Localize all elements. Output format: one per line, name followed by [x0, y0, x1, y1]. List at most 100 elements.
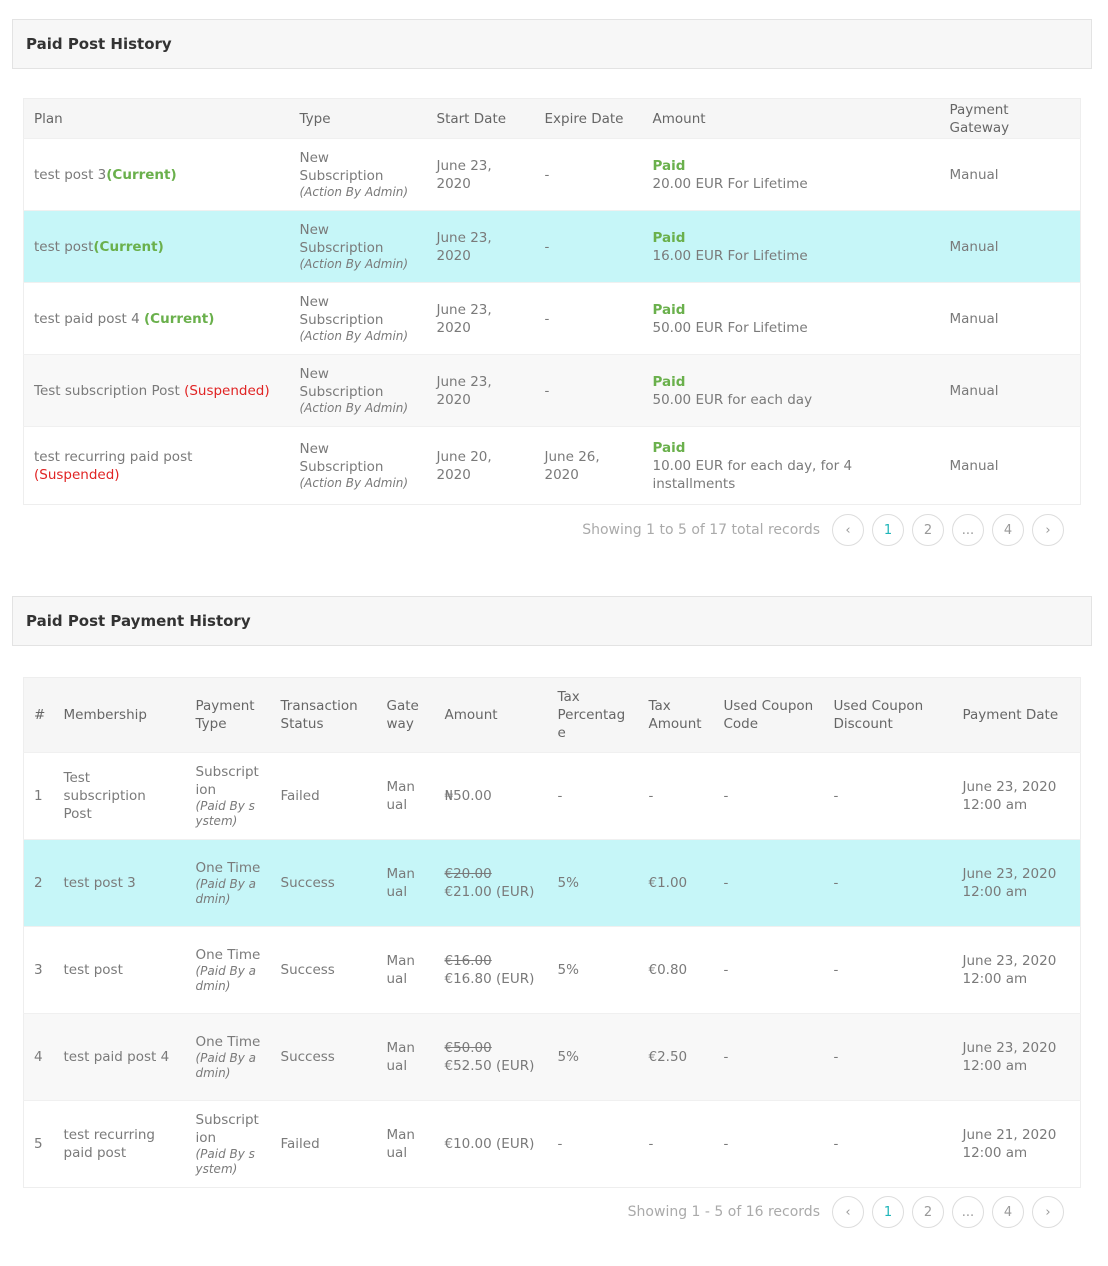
amount: €16.80 (EUR) [444, 971, 535, 987]
column-header: Used Coupon Discount [823, 677, 953, 753]
paid-status: Paid [652, 157, 686, 174]
paid-by: (Paid By admin) [195, 964, 257, 993]
page-button-ellipsis[interactable]: ... [952, 1196, 984, 1228]
payment-gateway: Manual [939, 138, 1081, 211]
paid-by: (Paid By system) [195, 1147, 255, 1176]
amount: 20.00 EUR For Lifetime [652, 175, 808, 192]
next-page-button[interactable]: › [1032, 514, 1064, 546]
page-button-1[interactable]: 1 [872, 1196, 904, 1228]
page-button-ellipsis[interactable]: ... [952, 514, 984, 546]
table-row: Test subscription Post (Suspended) New Su… [23, 354, 1081, 427]
gateway: Man ual [376, 839, 435, 927]
action-by: (Action By Admin) [299, 329, 409, 343]
page-button-4[interactable]: 4 [992, 1196, 1024, 1228]
tax-pct: 5% [547, 839, 639, 927]
amount-cell: €50.00 €52.50 (EUR) [434, 1013, 548, 1101]
plan-cell: Test subscription Post (Suspended) [23, 354, 290, 427]
discount: - [823, 839, 953, 927]
table-row: 4 test paid post 4 One Time (Paid By admin)… [23, 1013, 1081, 1101]
discount: - [823, 1013, 953, 1101]
payment-type: One Time [195, 1034, 261, 1050]
type: New Subscription [299, 222, 384, 256]
amount: 50.00 EUR for each day [652, 391, 813, 408]
transaction-status: Failed [270, 752, 377, 840]
paid-post-history-header: Paid Post History [12, 19, 1092, 69]
plan-name: Test subscription Post [34, 382, 185, 399]
expire-date: June 26, 2020 [534, 426, 643, 505]
amount: ₦50.00 [444, 788, 492, 804]
page-button-2[interactable]: 2 [912, 1196, 944, 1228]
type-cell: New Subscription (Action By Admin) [289, 282, 427, 355]
date: June 23, 2020 12:00 am [952, 839, 1081, 927]
plan-status: (Current) [144, 310, 215, 327]
gateway: Man ual [376, 1100, 435, 1188]
history-pagination: Showing 1 to 5 of 17 total records ‹ 1 2...… [582, 514, 1064, 546]
tax-amt: €2.50 [638, 1013, 714, 1101]
action-by: (Action By Admin) [299, 476, 409, 490]
plan-cell: test recurring paid post (Suspended) [23, 426, 290, 505]
table-row: test recurring paid post (Suspended) New … [23, 426, 1081, 505]
amount: 10.00 EUR for each day, for 4 installmen… [652, 457, 853, 492]
page-button-2[interactable]: 2 [912, 514, 944, 546]
payment-type: Subscript ion [195, 1112, 259, 1146]
action-by: (Action By Admin) [299, 185, 409, 199]
start-date: June 23, 2020 [426, 210, 535, 283]
payment-type-cell: One Time (Paid By admin) [185, 1013, 271, 1101]
paid-by: (Paid By admin) [195, 877, 257, 906]
column-header: Plan [23, 98, 290, 139]
amount: 50.00 EUR For Lifetime [652, 319, 808, 336]
plan-status: (Suspended) [184, 382, 270, 399]
membership: test post [53, 926, 186, 1014]
column-header: Amount [434, 677, 548, 753]
type-cell: New Subscription (Action By Admin) [289, 138, 427, 211]
amount-cell: Paid 50.00 EUR For Lifetime [642, 282, 940, 355]
row-number: 5 [23, 1100, 54, 1188]
column-header: Payment Date [952, 677, 1081, 753]
tax-pct: - [547, 1100, 639, 1188]
amount-cell: Paid 20.00 EUR For Lifetime [642, 138, 940, 211]
paid-status: Paid [652, 373, 686, 390]
amount-cell: €10.00 (EUR) [434, 1100, 548, 1188]
discount: - [823, 926, 953, 1014]
column-header: Amount [642, 98, 940, 139]
coupon: - [713, 1100, 824, 1188]
paid-by: (Paid By admin) [195, 1051, 257, 1080]
tax-pct: 5% [547, 1013, 639, 1101]
column-header: Type [289, 98, 427, 139]
paid-status: Paid [652, 439, 686, 456]
plan-status: (Current) [93, 238, 164, 255]
prev-page-button[interactable]: ‹ [832, 1196, 864, 1228]
payment-type: One Time [195, 860, 261, 876]
tax-amt: - [638, 1100, 714, 1188]
next-page-button[interactable]: › [1032, 1196, 1064, 1228]
paid-status: Paid [652, 301, 686, 318]
membership: test recurring paid post [53, 1100, 186, 1188]
amount-cell: ₦50.00 [434, 752, 548, 840]
column-header: Tax Percentag e [547, 677, 639, 753]
coupon: - [713, 839, 824, 927]
expire-date: - [534, 138, 643, 211]
payment-history-table: # Membership Payment Type Transaction Statu… [23, 677, 1081, 1188]
expire-date: - [534, 354, 643, 427]
plan-cell: test paid post 4 (Current) [23, 282, 290, 355]
expire-date: - [534, 210, 643, 283]
payment-gateway: Manual [939, 354, 1081, 427]
plan-cell: test post 3(Current) [23, 138, 290, 211]
page-button-1[interactable]: 1 [872, 514, 904, 546]
start-date: June 23, 2020 [426, 354, 535, 427]
column-header: Used Coupon Code [713, 677, 824, 753]
prev-page-button[interactable]: ‹ [832, 514, 864, 546]
table-row: 1 Test subscription Post Subscript ion (Pai… [23, 752, 1081, 840]
payment-type: One Time [195, 947, 261, 963]
gateway: Man ual [376, 752, 435, 840]
page-button-4[interactable]: 4 [992, 514, 1024, 546]
tax-pct: - [547, 752, 639, 840]
action-by: (Action By Admin) [299, 257, 409, 271]
plan-status: (Current) [106, 166, 177, 183]
tax-amt: €0.80 [638, 926, 714, 1014]
original-amount: €16.00 [444, 953, 492, 969]
plan-name: test paid post 4 [34, 310, 144, 327]
amount: €52.50 (EUR) [444, 1058, 535, 1074]
section-title: Paid Post Payment History [26, 612, 251, 630]
column-header: Tax Amount [638, 677, 714, 753]
